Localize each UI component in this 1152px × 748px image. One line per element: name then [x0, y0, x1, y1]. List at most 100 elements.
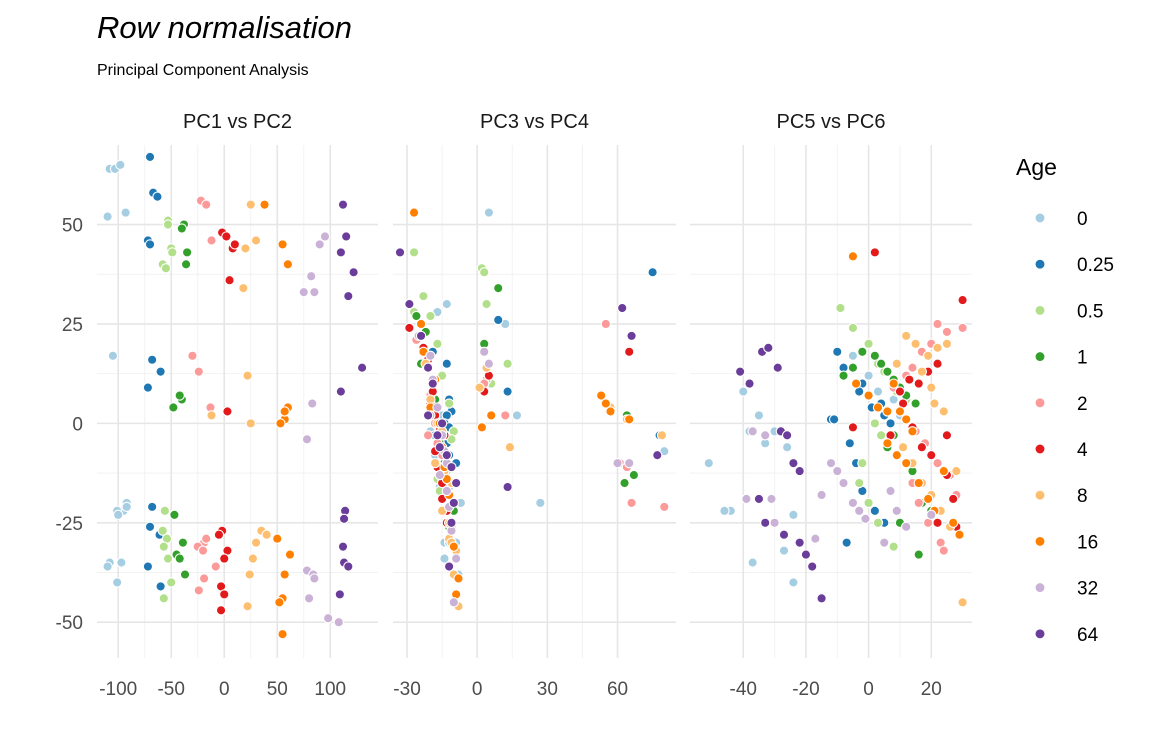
data-point — [167, 247, 178, 258]
data-point — [913, 378, 924, 389]
data-point — [245, 418, 256, 429]
data-point — [436, 418, 448, 429]
data-point — [301, 434, 313, 445]
data-point — [341, 231, 352, 242]
data-point — [857, 346, 868, 357]
data-point — [885, 485, 896, 497]
data-point — [847, 322, 859, 334]
facet-strip-label: PC3 vs PC4 — [480, 111, 589, 133]
data-point — [938, 545, 949, 556]
data-point — [356, 362, 368, 373]
data-point — [121, 501, 132, 513]
data-point — [863, 370, 874, 381]
data-point — [913, 497, 924, 509]
data-point — [624, 346, 635, 357]
data-point — [502, 481, 513, 493]
data-point — [242, 601, 253, 612]
data-point — [941, 338, 953, 349]
data-point — [201, 533, 212, 544]
data-point — [155, 366, 166, 377]
data-point — [857, 457, 868, 469]
data-point — [838, 370, 849, 381]
x-tick-label: 50 — [267, 679, 288, 700]
data-point — [177, 537, 189, 548]
x-tick-label: -50 — [157, 679, 184, 700]
data-point — [734, 366, 746, 377]
data-point — [738, 386, 749, 397]
data-point — [832, 465, 843, 477]
data-point — [854, 505, 865, 517]
data-point — [913, 549, 924, 560]
data-point — [825, 457, 837, 469]
data-point — [626, 330, 637, 342]
data-point — [142, 561, 154, 572]
data-point — [277, 239, 288, 250]
data-point — [307, 398, 318, 409]
x-tick-label: -100 — [99, 679, 137, 700]
x-tick-label: 30 — [537, 679, 558, 700]
data-point — [146, 354, 158, 365]
data-point — [144, 151, 156, 163]
x-tick-label: 100 — [314, 679, 346, 700]
legend-swatch — [1034, 535, 1046, 547]
data-point — [180, 259, 192, 270]
data-point — [213, 529, 225, 540]
data-point — [535, 497, 546, 509]
data-point — [394, 247, 406, 258]
data-point — [224, 275, 235, 286]
data-point — [261, 529, 272, 540]
data-point — [882, 406, 893, 417]
data-point — [219, 589, 230, 600]
data-point — [957, 322, 968, 334]
data-point — [605, 406, 616, 417]
data-point — [162, 219, 174, 230]
data-point — [198, 573, 210, 584]
data-point — [343, 561, 354, 572]
data-point — [907, 426, 918, 437]
data-point — [916, 442, 928, 453]
data-point — [617, 302, 628, 314]
data-point — [847, 350, 859, 361]
data-point — [337, 199, 349, 210]
data-point — [875, 358, 887, 369]
data-point — [600, 398, 611, 409]
data-point — [168, 402, 179, 413]
data-point — [652, 450, 663, 461]
data-point — [932, 358, 943, 369]
data-point — [888, 541, 899, 552]
data-point — [176, 223, 187, 234]
data-point — [932, 318, 943, 330]
data-point — [788, 457, 799, 469]
data-point — [502, 386, 513, 397]
facet-strip-label: PC5 vs PC6 — [777, 111, 886, 133]
data-point — [439, 553, 450, 564]
data-point — [474, 382, 485, 393]
legend-label: 8 — [1077, 486, 1088, 507]
data-point — [894, 406, 906, 417]
data-point — [422, 430, 434, 441]
data-point — [259, 199, 270, 210]
legend-swatch — [1034, 443, 1046, 455]
data-point — [434, 469, 445, 481]
data-point — [215, 605, 227, 616]
data-point — [166, 577, 177, 588]
data-point — [432, 402, 443, 413]
data-point — [309, 286, 320, 298]
data-point — [872, 386, 884, 397]
data-point — [948, 493, 959, 505]
data-point — [448, 497, 459, 509]
data-point — [274, 597, 285, 608]
data-point — [891, 358, 902, 369]
data-point — [272, 533, 283, 544]
data-point — [763, 342, 774, 353]
facet-panel: PC3 vs PC4 -30 0 30 60 — [393, 111, 676, 700]
data-point — [957, 597, 968, 608]
data-point — [901, 521, 912, 532]
data-point — [929, 398, 940, 409]
legend-title: Age — [1016, 154, 1057, 180]
data-point — [788, 577, 799, 588]
legend-label: 32 — [1077, 579, 1098, 600]
data-point — [250, 537, 262, 548]
data-point — [221, 231, 232, 242]
data-point — [319, 231, 331, 242]
